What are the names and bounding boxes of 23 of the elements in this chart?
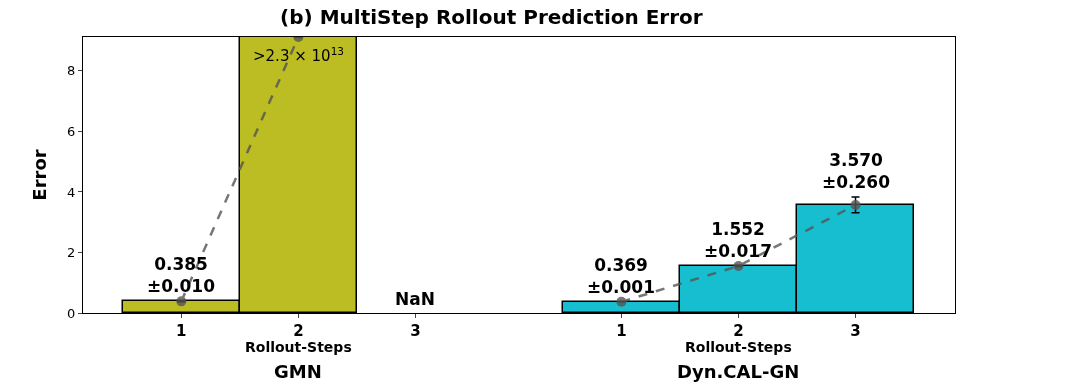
y-tick-label: 2	[67, 245, 76, 261]
chart-title: (b) MultiStep Rollout Prediction Error	[280, 4, 703, 29]
data-label: 0.385 ±0.010	[147, 254, 216, 297]
y-tick-label: 4	[67, 184, 76, 200]
text: Rollout-Steps	[245, 339, 352, 355]
y-tick-label: 8	[67, 63, 76, 79]
text: NaN	[395, 289, 435, 309]
y-axis-title: Error	[29, 149, 51, 201]
y-tick-label: 0	[67, 305, 76, 321]
data-label: 1.552 ±0.017	[704, 219, 773, 262]
data-label: 3.570 ±0.260	[822, 150, 891, 193]
x-tick-label: 2	[293, 322, 304, 340]
x-tick-label: 2	[733, 322, 744, 340]
data-label: 0.369 ±0.001	[587, 255, 656, 298]
x-tick-label: 3	[850, 322, 861, 340]
x-tick-label: 3	[410, 322, 421, 340]
data-label: >2.3 × 10$^{13}$	[253, 45, 344, 66]
x-tick-label: 1	[176, 322, 187, 340]
y-tick-label: 6	[67, 123, 76, 139]
text: GMN	[274, 361, 322, 382]
text: Dyn.CAL-GN	[677, 361, 800, 382]
x-tick-label: 1	[616, 322, 627, 340]
text: Rollout-Steps	[685, 339, 792, 355]
